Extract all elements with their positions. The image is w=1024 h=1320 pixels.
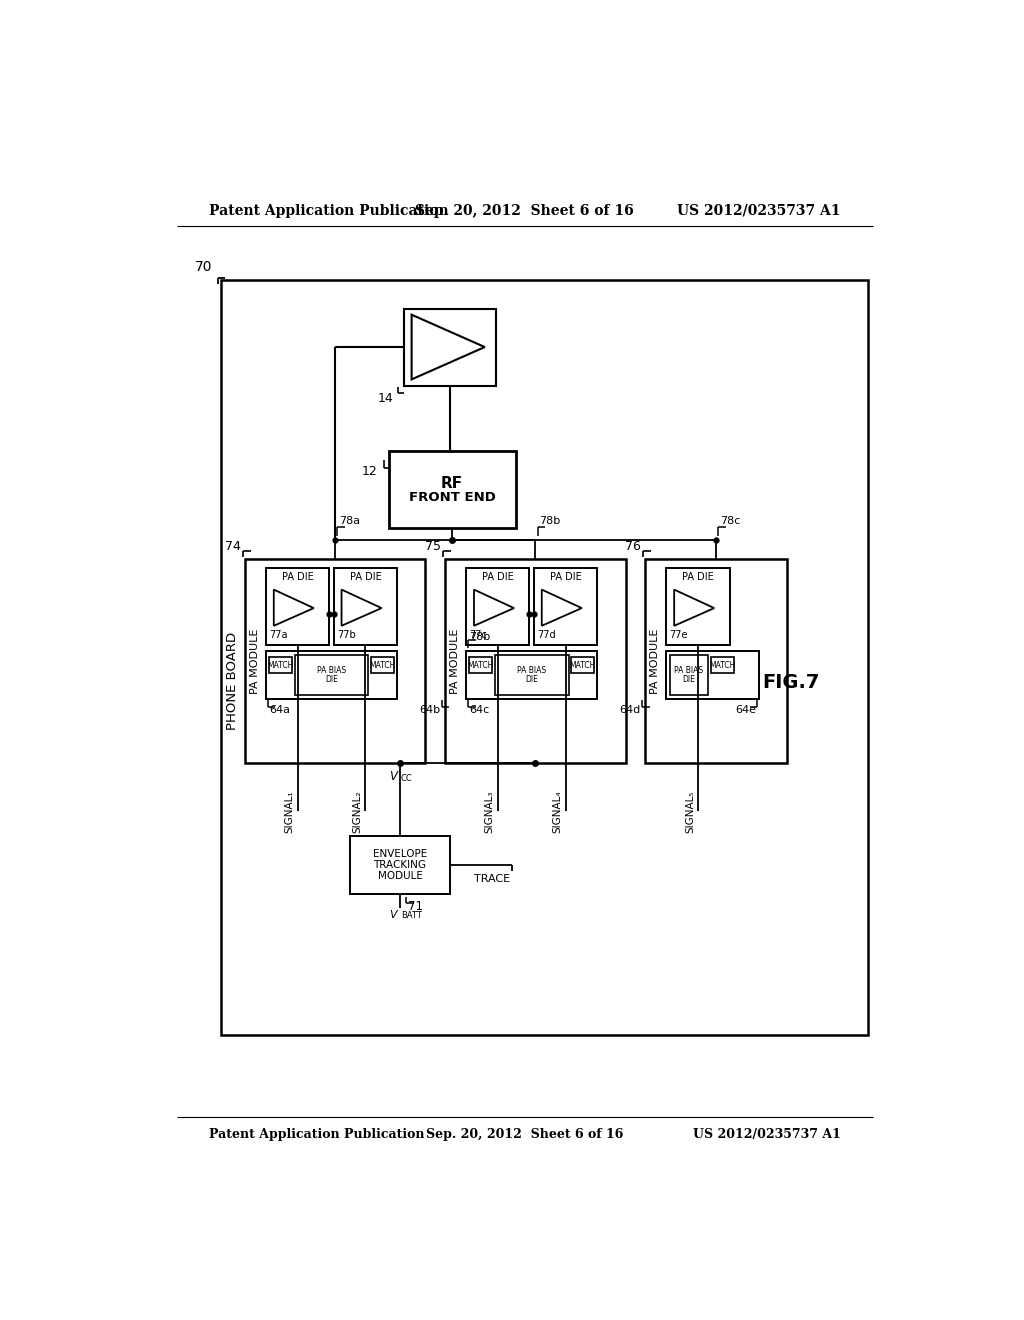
Text: 77d: 77d xyxy=(538,631,556,640)
Bar xyxy=(645,558,787,763)
Text: 78a: 78a xyxy=(339,516,360,525)
Text: SIGNAL₄: SIGNAL₄ xyxy=(553,791,562,833)
Text: SIGNAL₅: SIGNAL₅ xyxy=(685,791,695,833)
Text: 64e: 64e xyxy=(735,705,756,715)
Text: PA MODULE: PA MODULE xyxy=(450,628,460,693)
Text: 78b: 78b xyxy=(539,516,560,525)
Text: MATCH: MATCH xyxy=(468,660,495,669)
Text: PA MODULE: PA MODULE xyxy=(250,628,259,693)
Bar xyxy=(670,655,708,696)
Text: TRACE: TRACE xyxy=(474,874,511,884)
Text: TRACKING: TRACKING xyxy=(374,859,427,870)
Text: MATCH: MATCH xyxy=(569,660,596,669)
Bar xyxy=(667,651,759,700)
Text: PA DIE: PA DIE xyxy=(282,573,313,582)
Text: 12: 12 xyxy=(361,465,378,478)
Text: MATCH: MATCH xyxy=(267,660,294,669)
Bar xyxy=(371,657,394,673)
Text: PA DIE: PA DIE xyxy=(482,573,514,582)
Text: MATCH: MATCH xyxy=(370,660,395,669)
Bar xyxy=(466,651,597,700)
Text: PA BIAS: PA BIAS xyxy=(674,667,703,675)
Text: MATCH: MATCH xyxy=(710,660,736,669)
Text: 64b: 64b xyxy=(419,705,440,715)
Text: 76: 76 xyxy=(626,540,641,553)
Text: 64c: 64c xyxy=(469,705,489,715)
Bar xyxy=(245,558,425,763)
Text: DIE: DIE xyxy=(325,676,338,684)
Text: RF: RF xyxy=(441,475,463,491)
Text: 77e: 77e xyxy=(670,631,688,640)
Bar xyxy=(334,568,397,645)
Text: ENVELOPE: ENVELOPE xyxy=(373,849,427,859)
Bar xyxy=(466,568,529,645)
Bar xyxy=(295,655,369,696)
Text: 77c: 77c xyxy=(469,631,487,640)
Bar xyxy=(711,657,734,673)
Text: DIE: DIE xyxy=(525,676,539,684)
Text: PA BIAS: PA BIAS xyxy=(317,667,346,675)
Text: 78b: 78b xyxy=(469,632,490,642)
Text: 64d: 64d xyxy=(620,705,640,715)
Bar xyxy=(221,280,868,1035)
Text: 74: 74 xyxy=(225,540,241,553)
Text: Patent Application Publication: Patent Application Publication xyxy=(209,203,449,218)
Text: SIGNAL₁: SIGNAL₁ xyxy=(285,791,295,833)
Text: US 2012/0235737 A1: US 2012/0235737 A1 xyxy=(692,1129,841,1142)
Text: V: V xyxy=(389,770,397,783)
Text: 77b: 77b xyxy=(337,631,355,640)
Text: US 2012/0235737 A1: US 2012/0235737 A1 xyxy=(677,203,841,218)
Text: BATT: BATT xyxy=(401,911,423,920)
Text: Sep. 20, 2012  Sheet 6 of 16: Sep. 20, 2012 Sheet 6 of 16 xyxy=(426,1129,624,1142)
Bar xyxy=(495,655,568,696)
Bar xyxy=(403,309,497,385)
Text: Sep. 20, 2012  Sheet 6 of 16: Sep. 20, 2012 Sheet 6 of 16 xyxy=(416,203,634,218)
Bar xyxy=(571,657,594,673)
Text: PA DIE: PA DIE xyxy=(349,573,381,582)
Text: SIGNAL₂: SIGNAL₂ xyxy=(352,791,362,833)
Bar xyxy=(444,558,626,763)
Bar xyxy=(535,568,597,645)
Text: V: V xyxy=(389,911,397,920)
Text: FIG.7: FIG.7 xyxy=(762,672,819,692)
Text: Patent Application Publication: Patent Application Publication xyxy=(209,1129,425,1142)
Text: CC: CC xyxy=(400,774,412,783)
Text: MODULE: MODULE xyxy=(378,871,423,880)
Text: 77a: 77a xyxy=(269,631,288,640)
Bar xyxy=(667,568,730,645)
Text: PA MODULE: PA MODULE xyxy=(650,628,659,693)
Text: PA DIE: PA DIE xyxy=(682,573,714,582)
Text: 64a: 64a xyxy=(269,705,290,715)
Text: SIGNAL₃: SIGNAL₃ xyxy=(484,791,495,833)
Bar xyxy=(266,651,397,700)
Bar xyxy=(266,568,330,645)
Bar xyxy=(469,657,493,673)
Text: PHONE BOARD: PHONE BOARD xyxy=(225,631,239,730)
Bar xyxy=(269,657,292,673)
Text: 70: 70 xyxy=(195,260,212,275)
Text: DIE: DIE xyxy=(682,676,695,684)
Text: PA BIAS: PA BIAS xyxy=(517,667,546,675)
Text: FRONT END: FRONT END xyxy=(409,491,496,504)
Text: 78c: 78c xyxy=(720,516,740,525)
Text: 14: 14 xyxy=(378,392,393,405)
Bar xyxy=(350,836,451,894)
Text: PA DIE: PA DIE xyxy=(550,573,582,582)
Text: 71: 71 xyxy=(408,900,423,913)
Bar xyxy=(388,451,515,528)
Text: 75: 75 xyxy=(425,540,441,553)
